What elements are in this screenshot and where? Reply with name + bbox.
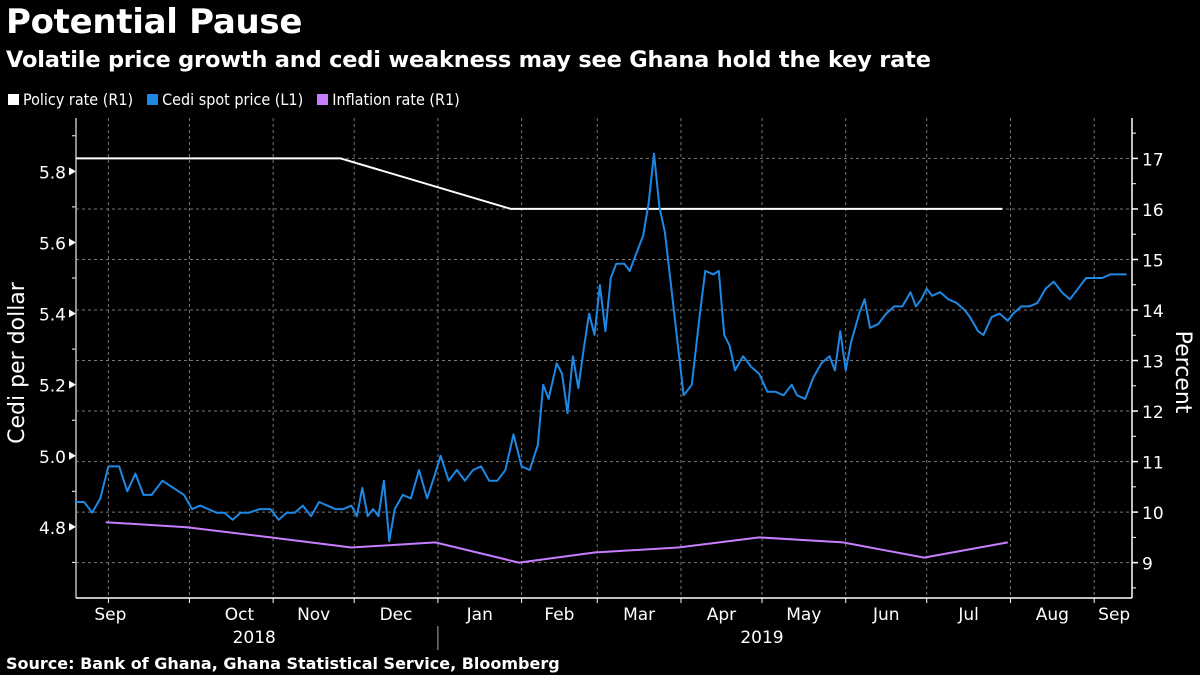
- left-axis-tick-label: 4.8: [39, 519, 66, 539]
- x-axis-month-label: Sep: [1098, 605, 1130, 625]
- x-axis-month-label: Feb: [544, 605, 574, 625]
- right-axis-tick-label: 13: [1142, 353, 1164, 373]
- legend: Policy rate (R1) Cedi spot price (L1) In…: [8, 90, 460, 109]
- left-axis-tick: [69, 238, 76, 247]
- axis-labels: 9 10 11 12 13 14 15 16 17 4.8 5.0 5.2 5.4 5.6 5.8 Sep Oc…: [39, 150, 1164, 648]
- legend-swatch-policy-rate: [8, 94, 19, 105]
- right-axis-tick-label: 17: [1142, 150, 1164, 170]
- right-axis-tick-label: 16: [1142, 201, 1164, 221]
- legend-label-policy-rate: Policy rate (R1): [23, 90, 134, 109]
- x-axis-month-label: Jul: [957, 605, 979, 625]
- x-axis-month-label: Oct: [225, 605, 255, 625]
- right-axis-tick-label: 10: [1142, 504, 1164, 524]
- left-axis-tick-label: 5.8: [39, 163, 66, 183]
- left-axis-title: Cedi per dollar: [5, 281, 30, 444]
- right-axis-tick-label: 9: [1142, 555, 1153, 575]
- left-axis-tick-label: 5.6: [39, 234, 66, 254]
- legend-label-cedi-spot: Cedi spot price (L1): [162, 90, 304, 109]
- right-axis-title: Percent: [1170, 331, 1195, 414]
- x-axis-month-label: Aug: [1036, 605, 1069, 625]
- legend-item-policy-rate: Policy rate (R1): [8, 90, 133, 109]
- series-line-inflation-rate: [105, 521, 1008, 564]
- legend-swatch-inflation: [317, 94, 329, 105]
- left-axis-tick: [69, 309, 76, 318]
- left-axis-tick: [69, 167, 76, 176]
- x-axis-month-label: May: [786, 605, 821, 625]
- x-axis-month-label: Sep: [94, 605, 126, 625]
- x-axis-month-label: Dec: [380, 605, 413, 625]
- legend-label-inflation: Inflation rate (R1): [332, 90, 460, 109]
- legend-swatch-cedi-spot: [147, 94, 159, 105]
- x-axis-month-label: Jan: [466, 605, 493, 625]
- right-axis-tick-label: 11: [1142, 454, 1164, 474]
- x-axis-month-label: Mar: [623, 605, 655, 625]
- source-note: Source: Bank of Ghana, Ghana Statistical…: [6, 654, 560, 673]
- x-axis-year-label: 2019: [740, 628, 783, 648]
- legend-item-inflation: Inflation rate (R1): [317, 90, 460, 109]
- axes: [69, 118, 1138, 650]
- series-line-cedi-spot-price: [76, 152, 1127, 543]
- left-axis-tick: [69, 380, 76, 389]
- right-axis-tick-label: 14: [1142, 302, 1164, 322]
- left-axis-tick: [69, 522, 76, 531]
- right-axis-tick-label: 12: [1142, 403, 1164, 423]
- chart-title: Potential Pause: [6, 2, 303, 42]
- gridlines: [76, 118, 1132, 598]
- series-line-policy-rate: [76, 157, 1003, 210]
- right-axis-tick-label: 15: [1142, 251, 1164, 271]
- x-axis-month-label: Nov: [297, 605, 330, 625]
- legend-item-cedi-spot: Cedi spot price (L1): [147, 90, 303, 109]
- left-axis-tick-label: 5.0: [39, 448, 66, 468]
- series-lines: [76, 152, 1127, 564]
- x-axis-year-label: 2018: [233, 628, 276, 648]
- left-axis-tick: [69, 451, 76, 460]
- x-axis-month-label: Apr: [707, 605, 736, 625]
- left-axis-tick-label: 5.2: [39, 377, 66, 397]
- left-axis-tick-label: 5.4: [39, 306, 66, 326]
- x-axis-month-label: Jun: [872, 605, 900, 625]
- chart-subtitle: Volatile price growth and cedi weakness …: [6, 47, 931, 73]
